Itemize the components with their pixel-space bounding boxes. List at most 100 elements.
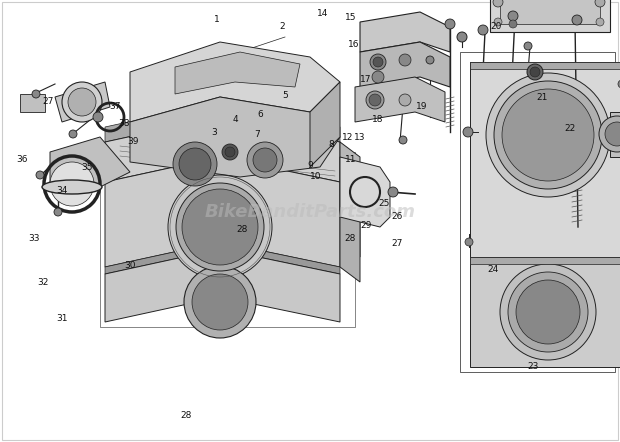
Text: 31: 31 [56,314,68,323]
Text: 20: 20 [490,22,502,31]
Text: 39: 39 [128,137,139,146]
Text: 26: 26 [391,212,402,221]
Polygon shape [105,242,340,274]
Text: 7: 7 [254,130,260,139]
Bar [500,0,600,24]
Text: 24: 24 [487,265,498,274]
Text: 11: 11 [345,155,356,164]
Circle shape [399,136,407,144]
Circle shape [225,147,235,157]
Ellipse shape [42,180,102,194]
Circle shape [93,112,103,122]
Polygon shape [470,62,620,69]
Circle shape [527,64,543,80]
Polygon shape [340,142,360,257]
Circle shape [516,280,580,344]
Text: 22: 22 [565,124,576,133]
Polygon shape [360,12,450,52]
Circle shape [426,56,434,64]
Circle shape [32,90,40,98]
Polygon shape [175,52,300,94]
Circle shape [176,183,264,271]
Circle shape [370,54,386,70]
Circle shape [168,175,272,279]
Text: 25: 25 [379,199,390,208]
Circle shape [399,54,411,66]
Circle shape [599,116,620,152]
Circle shape [253,148,277,172]
Circle shape [509,20,517,28]
Circle shape [54,208,62,216]
Text: 37: 37 [109,102,120,110]
Circle shape [247,142,283,178]
Text: 4: 4 [232,115,239,124]
Circle shape [445,19,455,29]
Polygon shape [310,82,340,167]
Circle shape [366,91,384,109]
Circle shape [500,264,596,360]
Text: 15: 15 [345,13,356,22]
Text: 28: 28 [180,411,192,420]
Text: 19: 19 [416,102,427,110]
Text: 38: 38 [118,119,130,128]
Bar [100,152,355,327]
Circle shape [595,0,605,7]
Circle shape [62,82,102,122]
Text: BikeBanditParts.com: BikeBanditParts.com [205,203,415,221]
Text: 23: 23 [528,362,539,371]
Polygon shape [105,249,340,322]
Circle shape [494,81,602,189]
Polygon shape [105,117,340,182]
Circle shape [182,189,258,265]
Circle shape [486,73,610,197]
Circle shape [605,122,620,146]
Text: 14: 14 [317,9,328,18]
Text: 9: 9 [307,161,313,170]
Circle shape [465,238,473,246]
Text: 33: 33 [29,234,40,243]
Circle shape [36,171,44,179]
Circle shape [478,25,488,35]
Polygon shape [340,157,390,227]
Text: 1: 1 [214,15,220,24]
Text: 6: 6 [257,110,264,119]
Bar [490,0,610,32]
Polygon shape [610,112,620,157]
Circle shape [69,130,77,138]
Circle shape [572,15,582,25]
Text: 13: 13 [354,133,365,141]
Polygon shape [50,137,130,187]
Polygon shape [105,157,340,267]
Polygon shape [130,42,340,122]
Circle shape [502,89,594,181]
Bar [460,52,615,372]
Text: 18: 18 [373,115,384,124]
Text: 12: 12 [342,133,353,141]
Text: 36: 36 [16,155,27,164]
Circle shape [508,11,518,21]
Polygon shape [105,102,340,142]
Circle shape [399,94,411,106]
Circle shape [192,274,248,330]
Polygon shape [55,82,110,122]
Text: 5: 5 [282,91,288,99]
Circle shape [222,144,238,160]
Text: 16: 16 [348,40,359,49]
Polygon shape [340,182,360,282]
Text: 30: 30 [125,261,136,270]
Text: 35: 35 [81,164,92,172]
Text: 8: 8 [329,141,335,149]
Bar [470,62,620,257]
Circle shape [508,272,588,352]
Text: 17: 17 [360,75,371,84]
Text: 10: 10 [311,172,322,181]
Text: 2: 2 [279,22,285,31]
Text: 32: 32 [38,278,49,287]
Circle shape [494,18,502,26]
Circle shape [372,71,384,83]
Polygon shape [355,77,445,122]
Text: 28: 28 [236,225,247,234]
Circle shape [530,67,540,77]
Polygon shape [470,257,620,264]
Polygon shape [360,42,450,87]
